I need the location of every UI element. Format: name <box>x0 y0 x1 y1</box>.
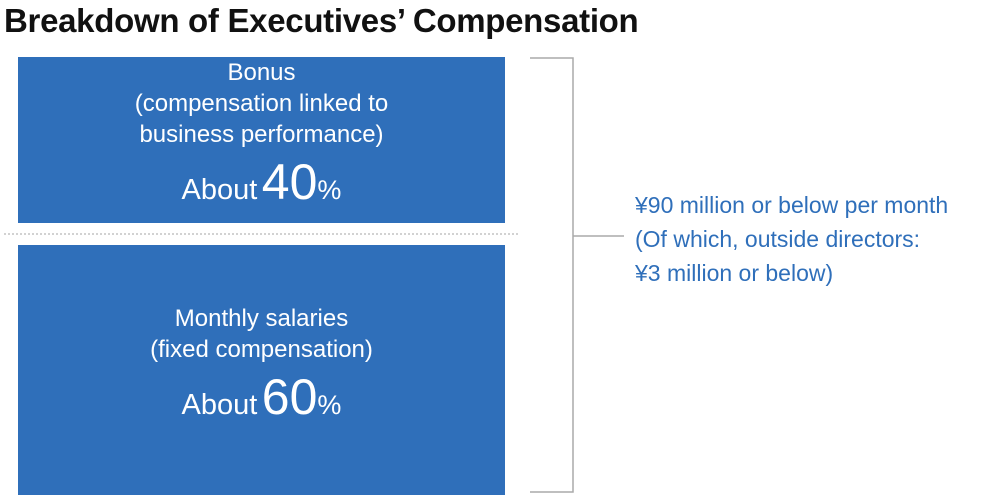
compensation-limit-note: ¥90 million or below per month (Of which… <box>635 188 948 290</box>
page-title: Breakdown of Executives’ Compensation <box>4 2 639 39</box>
bonus-percentage-unit: % <box>317 175 342 205</box>
bonus-percentage-prefix: About <box>181 174 258 206</box>
salary-description: (fixed compensation) <box>150 335 373 363</box>
salary-percentage-prefix: About <box>181 388 258 421</box>
note-line-3: ¥3 million or below) <box>635 260 834 286</box>
bonus-label: Bonus <box>227 59 296 86</box>
salary-label: Monthly salaries <box>174 304 349 332</box>
bonus-description-line-2: business performance) <box>139 121 384 148</box>
bonus-percentage: About 40% <box>182 154 342 223</box>
salary-percentage: About 60% <box>182 369 342 438</box>
note-line-2: (Of which, outside directors: <box>635 226 921 252</box>
bonus-percentage-value: 40 <box>261 154 318 210</box>
salary-percentage-value: 60 <box>261 368 318 425</box>
bonus-segment-box: Bonus (compensation linked to business p… <box>18 57 505 223</box>
note-line-1: ¥90 million or below per month <box>635 192 949 218</box>
segment-divider <box>4 233 518 235</box>
salary-percentage-unit: % <box>317 389 342 420</box>
bonus-description-line-1: (compensation linked to <box>134 90 389 117</box>
bracket-line <box>530 57 574 493</box>
salary-segment-box: Monthly salaries (fixed compensation) Ab… <box>18 245 505 495</box>
